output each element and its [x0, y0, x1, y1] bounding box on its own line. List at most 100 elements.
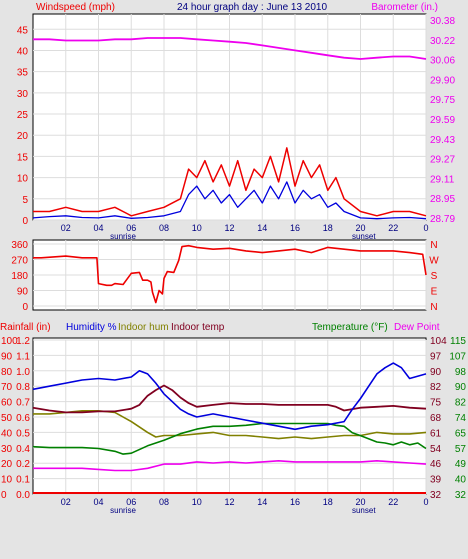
compass-tick-label: W: [429, 256, 439, 267]
x-tick-label: 16: [290, 223, 300, 233]
temp-left-scale-tick-label: 54: [430, 444, 442, 455]
direction-tick-label: 0: [22, 302, 28, 313]
chart-marks: 0 5 10 15 20 25 30 35 40 45 28.79 28.95 29.11 29.27 29…: [1, 14, 466, 515]
temp-left-scale-tick-label: 104: [430, 336, 447, 347]
temp-left-scale-tick-label: 82: [430, 382, 442, 393]
x-tick-label: 20: [355, 223, 365, 233]
rainfall-axis-label: Rainfall (in): [0, 322, 51, 333]
rainfall-inch-tick-label: 0.6: [16, 413, 30, 424]
dew-point-series-line: [33, 459, 427, 472]
windspeed-tick-label: 45: [17, 25, 29, 36]
temp-right-scale-tick-label: 98: [455, 367, 467, 378]
rainfall-inch-tick-label: 0.2: [16, 459, 30, 470]
x-tick-label: 08: [159, 497, 169, 507]
humidity-series-line: [32, 362, 427, 431]
temp-right-scale-tick-label: 49: [455, 459, 467, 470]
x-tick-label: 22: [388, 497, 398, 507]
rainfall-inch-tick-label: 0.8: [16, 382, 30, 393]
x-tick-label: 18: [323, 223, 333, 233]
barometer-tick-label: 29.59: [430, 115, 455, 126]
windspeed-tick-label: 40: [17, 46, 29, 57]
temp-left-scale-tick-label: 32: [430, 490, 442, 501]
rainfall-inch-tick-label: 1.1: [16, 351, 30, 362]
sunrise-label: sunrise: [110, 506, 136, 515]
temp-left-scale-tick-label: 39: [430, 475, 442, 486]
direction-tick-label: 90: [17, 287, 29, 298]
rainfall-tick-label: 60: [1, 398, 13, 409]
rainfall-tick-label: 100: [1, 336, 18, 347]
legend-indoor-temp: Indoor temp: [171, 322, 225, 333]
rainfall-tick-label: 90: [1, 351, 13, 362]
barometer-tick-label: 28.79: [430, 214, 455, 225]
temp-left-scale-tick-label: 46: [430, 459, 442, 470]
rainfall-tick-label: 40: [1, 428, 13, 439]
rainfall-inch-tick-label: 0.1: [16, 475, 30, 486]
temp-left-scale-tick-label: 97: [430, 351, 442, 362]
temp-right-scale-tick-label: 82: [455, 398, 467, 409]
windspeed-tick-label: 35: [17, 68, 29, 79]
x-tick-label: 12: [224, 497, 234, 507]
rainfall-inch-tick-label: 1.2: [16, 336, 30, 347]
x-tick-label: 02: [61, 223, 71, 233]
barometer-axis-label: Barometer (in.): [371, 2, 438, 13]
sunrise-label: sunrise: [110, 232, 136, 241]
temp-left-scale-tick-label: 90: [430, 367, 442, 378]
direction-tick-label: 270: [11, 256, 28, 267]
compass-tick-label: N: [430, 240, 437, 251]
compass-tick-label: E: [431, 287, 438, 298]
x-tick-label: 0: [423, 223, 428, 233]
temp-left-scale-tick-label: 68: [430, 413, 442, 424]
x-tick-label: 08: [159, 223, 169, 233]
rainfall-inch-tick-label: 0.4: [16, 444, 30, 455]
rainfall-tick-label: 20: [1, 459, 13, 470]
windspeed-tick-label: 30: [17, 89, 29, 100]
legend-indoor-hum: Indoor hum: [118, 322, 169, 333]
temp-right-scale-tick-label: 65: [455, 428, 467, 439]
windspeed-tick-label: 10: [17, 174, 29, 185]
sunset-label: sunset: [352, 232, 376, 241]
barometer-tick-label: 29.90: [430, 75, 455, 86]
windspeed-tick-label: 0: [22, 216, 28, 227]
rainfall-tick-label: 70: [1, 382, 13, 393]
x-tick-label: 10: [192, 497, 202, 507]
barometer-tick-label: 30.38: [430, 16, 455, 27]
x-tick-label: 12: [224, 223, 234, 233]
x-tick-label: 14: [257, 497, 267, 507]
legend-dew-point: Dew Point: [394, 322, 440, 333]
x-tick-label: 06: [126, 497, 136, 507]
rainfall-tick-label: 50: [1, 413, 13, 424]
x-tick-label: 0: [423, 497, 428, 507]
barometer-series-line: [33, 37, 427, 60]
temp-left-scale-tick-label: 75: [430, 398, 442, 409]
x-tick-label: 06: [126, 223, 136, 233]
windspeed-tick-label: 25: [17, 110, 29, 121]
barometer-tick-label: 30.22: [430, 36, 455, 47]
wind-direction-series-line: [33, 244, 427, 304]
temp-right-scale-tick-label: 115: [450, 336, 466, 347]
rainfall-tick-label: 80: [1, 367, 13, 378]
indoor-temp-series-line: [32, 384, 427, 414]
direction-tick-label: 180: [11, 271, 28, 282]
chart-title: 24 hour graph day : June 13 2010: [177, 2, 328, 13]
rainfall-tick-label: 10: [1, 475, 13, 486]
windspeed-tick-label: 15: [17, 152, 29, 163]
x-tick-label: 04: [93, 223, 103, 233]
barometer-tick-label: 29.75: [430, 95, 455, 106]
rainfall-tick-label: 30: [1, 444, 13, 455]
temp-right-scale-tick-label: 40: [455, 475, 467, 486]
rainfall-inch-tick-label: 0.0: [16, 490, 30, 501]
windspeed-axis-label: Windspeed (mph): [36, 2, 115, 13]
windspeed-series-line: [33, 147, 427, 217]
windspeed-tick-label: 20: [17, 131, 29, 142]
compass-tick-label: N: [430, 302, 437, 313]
barometer-tick-label: 29.27: [430, 155, 455, 166]
rainfall-inch-tick-label: 1.0: [16, 367, 30, 378]
sunset-label: sunset: [352, 506, 376, 515]
temp-right-scale-tick-label: 90: [455, 382, 467, 393]
wind-average-series-line: [32, 181, 427, 220]
legend-temperature: Temperature (°F): [312, 322, 388, 333]
temp-right-scale-tick-label: 74: [455, 413, 467, 424]
x-tick-label: 14: [257, 223, 267, 233]
x-tick-label: 18: [323, 497, 333, 507]
